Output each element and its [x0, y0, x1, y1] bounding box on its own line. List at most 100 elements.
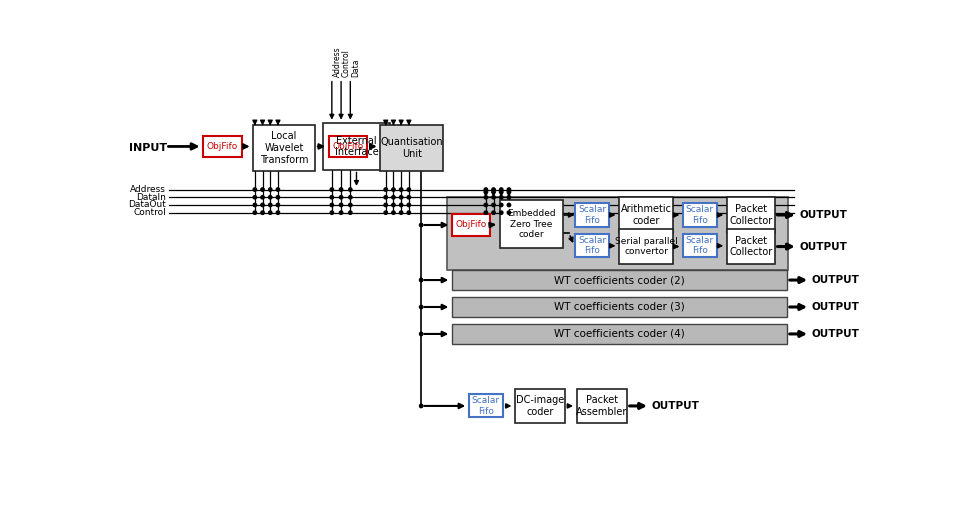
Text: Scalar
Fifo: Scalar Fifo — [685, 205, 714, 225]
Circle shape — [384, 188, 388, 191]
Circle shape — [420, 404, 422, 407]
Circle shape — [330, 203, 333, 207]
Circle shape — [348, 188, 352, 191]
Bar — [575, 234, 609, 257]
Circle shape — [499, 195, 503, 199]
Text: OUTPUT: OUTPUT — [811, 302, 859, 312]
Circle shape — [484, 188, 488, 191]
Circle shape — [348, 203, 352, 207]
Circle shape — [420, 332, 422, 336]
Bar — [683, 234, 717, 257]
Text: Address: Address — [332, 46, 342, 77]
Circle shape — [269, 195, 272, 199]
Circle shape — [492, 195, 495, 199]
Bar — [619, 229, 673, 264]
Text: Embedded
Zero Tree
coder: Embedded Zero Tree coder — [507, 209, 556, 239]
Text: Scalar
Fifo: Scalar Fifo — [685, 236, 714, 255]
Text: Scalar
Fifo: Scalar Fifo — [578, 205, 606, 225]
Circle shape — [420, 278, 422, 282]
Text: OUTPUT: OUTPUT — [800, 210, 847, 220]
Text: Data: Data — [351, 59, 360, 77]
Text: INPUT: INPUT — [129, 143, 167, 153]
Bar — [452, 214, 491, 236]
Circle shape — [407, 211, 411, 214]
Text: External
Interface: External Interface — [335, 135, 378, 157]
Circle shape — [276, 195, 279, 199]
Bar — [468, 394, 503, 417]
Circle shape — [253, 195, 256, 199]
Circle shape — [340, 211, 343, 214]
Text: Serial parallel
convertor: Serial parallel convertor — [614, 237, 678, 256]
Bar — [619, 197, 673, 233]
Circle shape — [492, 188, 495, 191]
Circle shape — [499, 188, 503, 191]
Circle shape — [261, 211, 264, 214]
Bar — [727, 229, 775, 264]
Circle shape — [276, 211, 279, 214]
Circle shape — [269, 211, 272, 214]
Circle shape — [492, 203, 495, 207]
Circle shape — [253, 188, 256, 191]
Bar — [516, 389, 565, 423]
Circle shape — [399, 195, 403, 199]
Circle shape — [330, 188, 333, 191]
Circle shape — [420, 305, 422, 308]
Text: Scalar
Fifo: Scalar Fifo — [471, 396, 500, 416]
Circle shape — [399, 188, 403, 191]
Circle shape — [253, 211, 256, 214]
Bar — [683, 203, 717, 227]
Circle shape — [392, 195, 396, 199]
Circle shape — [384, 203, 388, 207]
Circle shape — [261, 195, 264, 199]
Circle shape — [420, 224, 422, 227]
Text: DataOut: DataOut — [129, 201, 166, 209]
Circle shape — [261, 203, 264, 207]
Circle shape — [269, 203, 272, 207]
Bar — [328, 135, 368, 157]
Circle shape — [507, 195, 511, 199]
Circle shape — [269, 188, 272, 191]
Circle shape — [492, 211, 495, 214]
Bar — [575, 203, 609, 227]
Bar — [323, 123, 391, 169]
Text: WT coefficients coder (4): WT coefficients coder (4) — [554, 329, 684, 339]
Text: ObjFifo: ObjFifo — [206, 142, 238, 151]
Circle shape — [253, 203, 256, 207]
Text: Packet
Collector: Packet Collector — [729, 235, 773, 257]
Bar — [452, 296, 787, 317]
Circle shape — [384, 211, 388, 214]
Bar — [577, 389, 627, 423]
Circle shape — [507, 203, 511, 207]
Circle shape — [499, 211, 503, 214]
Circle shape — [392, 188, 396, 191]
Bar — [447, 196, 787, 270]
Text: OUTPUT: OUTPUT — [652, 401, 699, 411]
Circle shape — [407, 188, 411, 191]
Circle shape — [392, 203, 396, 207]
Circle shape — [348, 211, 352, 214]
Circle shape — [392, 211, 396, 214]
Circle shape — [340, 188, 343, 191]
Circle shape — [330, 195, 333, 199]
Circle shape — [261, 188, 264, 191]
Circle shape — [407, 195, 411, 199]
Circle shape — [484, 203, 488, 207]
Circle shape — [348, 195, 352, 199]
Text: ObjFifo: ObjFifo — [456, 220, 487, 229]
Text: DC-image
coder: DC-image coder — [516, 395, 564, 417]
Text: Packet
Collector: Packet Collector — [729, 204, 773, 226]
Bar — [253, 125, 315, 171]
Text: DataIn: DataIn — [136, 193, 166, 202]
Circle shape — [484, 211, 488, 214]
Text: Packet
Assembler: Packet Assembler — [576, 395, 628, 417]
Text: ObjFifo: ObjFifo — [332, 142, 364, 151]
Bar — [500, 201, 563, 248]
Text: WT coefficients coder (3): WT coefficients coder (3) — [554, 302, 684, 312]
Circle shape — [507, 211, 511, 214]
Text: Quantisation
Unit: Quantisation Unit — [380, 137, 444, 159]
Text: OUTPUT: OUTPUT — [811, 275, 859, 285]
Text: Scalar
Fifo: Scalar Fifo — [578, 236, 606, 255]
Circle shape — [484, 195, 488, 199]
Text: OUTPUT: OUTPUT — [800, 242, 847, 252]
Text: Arithmetic
coder: Arithmetic coder — [620, 204, 671, 226]
